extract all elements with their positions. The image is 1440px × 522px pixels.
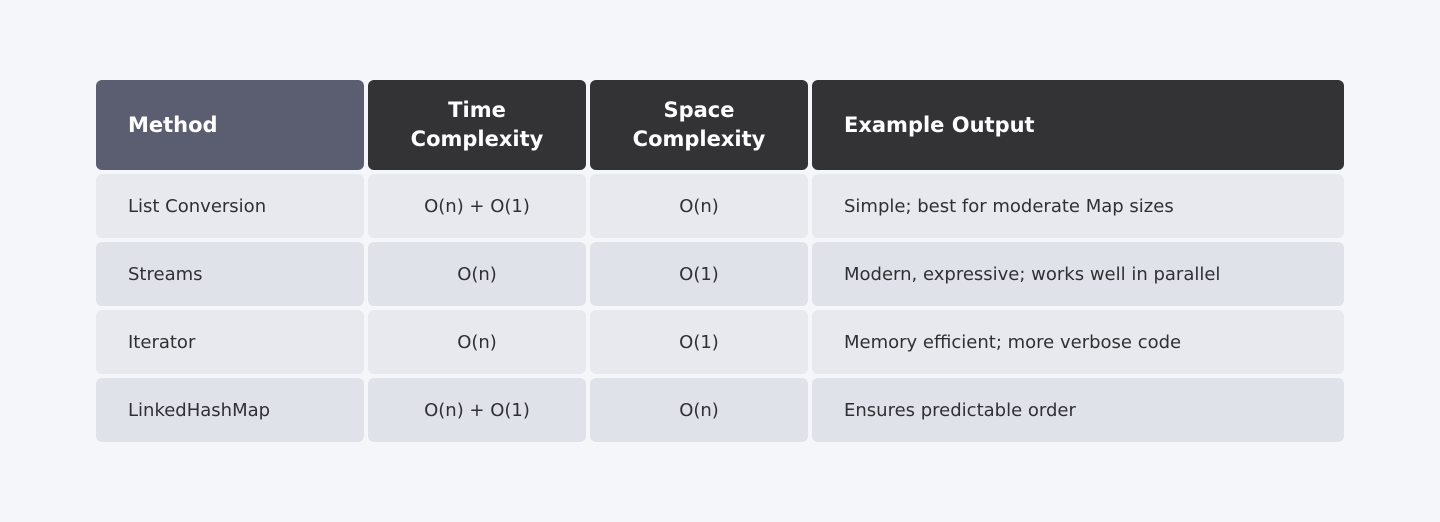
- table-cell: O(n): [590, 174, 808, 238]
- table-cell: Streams: [96, 242, 364, 306]
- comparison-table: Method Time Complexity Space Complexity Exa…: [96, 80, 1344, 442]
- header-cell: Space Complexity: [590, 80, 808, 170]
- header-cell: Method: [96, 80, 364, 170]
- table-cell: O(n): [590, 378, 808, 442]
- table-cell: O(n): [368, 310, 586, 374]
- table-cell: O(1): [590, 242, 808, 306]
- table-cell: O(n) + O(1): [368, 378, 586, 442]
- table-cell: Simple; best for moderate Map sizes: [812, 174, 1344, 238]
- table-cell: O(n): [368, 242, 586, 306]
- table-cell: Iterator: [96, 310, 364, 374]
- table-cell: O(1): [590, 310, 808, 374]
- header-cell: Time Complexity: [368, 80, 586, 170]
- table-cell: List Conversion: [96, 174, 364, 238]
- header-cell: Example Output: [812, 80, 1344, 170]
- table-cell: Memory efficient; more verbose code: [812, 310, 1344, 374]
- table-cell: Modern, expressive; works well in parall…: [812, 242, 1344, 306]
- table-cell: Ensures predictable order: [812, 378, 1344, 442]
- table-cell: LinkedHashMap: [96, 378, 364, 442]
- table-cell: O(n) + O(1): [368, 174, 586, 238]
